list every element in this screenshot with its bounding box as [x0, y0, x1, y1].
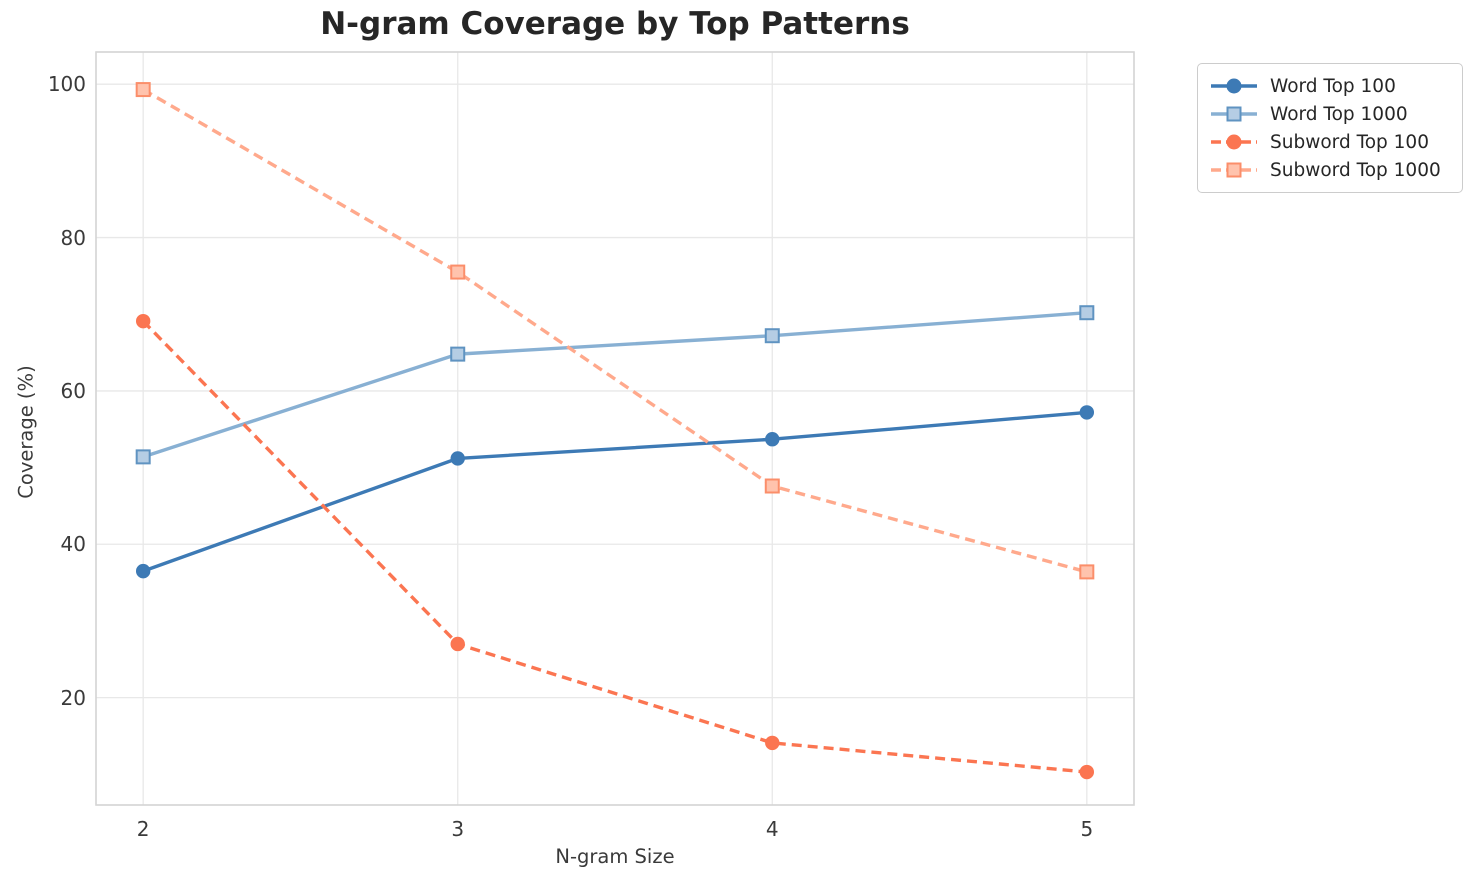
- data-point-marker: [135, 313, 151, 329]
- plot-border: [95, 51, 1135, 806]
- series-line-subword-top-1000: [142, 88, 1088, 574]
- x-tick-label: 4: [765, 817, 779, 841]
- data-point-marker: [450, 346, 466, 362]
- y-tick-label: 20: [60, 685, 86, 710]
- data-point-marker: [135, 82, 151, 98]
- legend-label: Subword Top 100: [1270, 131, 1429, 153]
- data-point-marker: [764, 478, 780, 494]
- y-tick-label: 100: [47, 72, 86, 97]
- data-point-marker: [135, 449, 151, 465]
- data-point-marker: [450, 264, 466, 280]
- legend-item-subword-top-100: Subword Top 100: [1210, 132, 1450, 153]
- y-axis-label: Coverage (%): [14, 365, 38, 499]
- series-word-top-1000: [135, 305, 1095, 465]
- series-line-subword-top-100: [141, 319, 1087, 774]
- legend-item-word-top-100: Word Top 100: [1210, 76, 1450, 97]
- x-tick-label: 3: [451, 817, 465, 841]
- x-axis-label: N-gram Size: [555, 845, 675, 868]
- legend: Word Top 100 Word Top 1000 Subword Top 100…: [1197, 63, 1463, 193]
- data-point-marker: [1079, 764, 1095, 780]
- series-subword-top-1000: [135, 82, 1095, 580]
- data-point-marker: [135, 563, 151, 579]
- legend-label: Subword Top 1000: [1270, 159, 1441, 181]
- data-point-marker: [765, 432, 780, 447]
- data-point-marker: [450, 636, 465, 652]
- series-subword-top-100: [135, 313, 1095, 780]
- legend-swatch-subword-top-1000: [1211, 162, 1257, 178]
- x-tick-label: 5: [1080, 817, 1094, 841]
- data-point-marker: [1079, 405, 1095, 420]
- legend-swatch-word-top-100: [1211, 78, 1257, 94]
- data-point-marker: [450, 451, 465, 466]
- legend-marker-square: [1226, 106, 1242, 122]
- legend-swatch-subword-top-100: [1211, 134, 1257, 150]
- series-line-word-top-1000: [142, 311, 1087, 459]
- data-point-marker: [765, 735, 780, 751]
- legend-swatch-word-top-1000: [1211, 106, 1257, 122]
- data-point-marker: [764, 328, 780, 344]
- legend-item-word-top-1000: Word Top 1000: [1210, 104, 1450, 125]
- y-tick-label: 60: [60, 378, 86, 403]
- y-tick-label: 40: [60, 532, 86, 557]
- legend-marker-square: [1226, 162, 1242, 178]
- series-word-top-100: [135, 405, 1095, 579]
- x-tick-label: 2: [136, 817, 150, 841]
- chart-title: N-gram Coverage by Top Patterns: [320, 6, 910, 42]
- y-tick-label: 80: [60, 225, 86, 250]
- legend-label: Word Top 100: [1270, 75, 1396, 97]
- legend-marker-circle: [1226, 78, 1242, 94]
- gridlines: [96, 52, 1134, 805]
- series-line-word-top-100: [142, 410, 1087, 573]
- legend-item-subword-top-1000: Subword Top 1000: [1210, 160, 1450, 181]
- legend-label: Word Top 1000: [1270, 103, 1408, 125]
- legend-marker-circle: [1226, 134, 1242, 150]
- data-point-marker: [1079, 564, 1095, 580]
- data-point-marker: [1079, 305, 1095, 321]
